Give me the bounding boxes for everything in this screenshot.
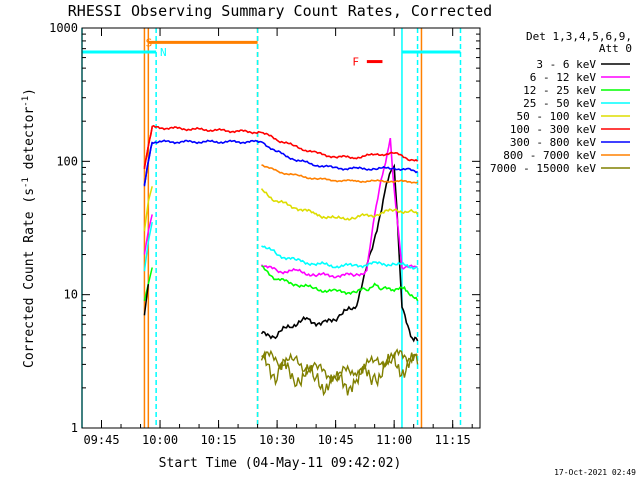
plot-marks: SN F bbox=[81, 28, 462, 428]
series-line-2 bbox=[261, 265, 419, 302]
early-spike-4 bbox=[143, 214, 153, 255]
legend-label-1: 6 - 12 keV bbox=[530, 71, 597, 84]
legend-label-8: 7000 - 15000 keV bbox=[490, 162, 596, 175]
series-line-8-band bbox=[261, 348, 418, 385]
legend-header-2: Att 0 bbox=[599, 42, 632, 55]
legend-label-4: 50 - 100 keV bbox=[517, 110, 597, 123]
legend-label-0: 3 - 6 keV bbox=[536, 58, 596, 71]
legend-label-5: 100 - 300 keV bbox=[510, 123, 596, 136]
series-line-0 bbox=[260, 163, 419, 343]
series-line-1 bbox=[260, 137, 418, 279]
series-line-4 bbox=[260, 188, 419, 221]
y-label-c: detector bbox=[22, 107, 37, 178]
legend-label-7: 800 - 7000 keV bbox=[503, 149, 596, 162]
y-tick-label-1: 10 bbox=[64, 288, 78, 302]
plot-frame bbox=[81, 27, 481, 429]
legend-label-3: 25 - 50 keV bbox=[523, 97, 596, 110]
flag-label-f: F bbox=[352, 56, 359, 69]
y-label-b: -1 bbox=[21, 177, 31, 188]
early-spike-6 bbox=[143, 284, 150, 316]
legend-label-2: 12 - 25 keV bbox=[523, 84, 596, 97]
y-axis-label: Corrected Count Rate (s-1 detector-1) bbox=[21, 88, 37, 368]
series-line-6 bbox=[143, 139, 419, 186]
x-tick-label-4: 10:45 bbox=[318, 433, 354, 447]
y-tick-label-3: 1000 bbox=[49, 21, 78, 35]
series-line-3 bbox=[261, 245, 418, 270]
y-label-d: -1 bbox=[21, 96, 31, 107]
series-line-8 bbox=[260, 350, 419, 397]
flag-label-n: N bbox=[160, 46, 167, 59]
x-tick-label-5: 11:00 bbox=[376, 433, 412, 447]
y-tick-label-0: 1 bbox=[71, 421, 78, 435]
x-tick-label-1: 10:00 bbox=[142, 433, 178, 447]
early-spike-2 bbox=[143, 186, 153, 232]
series-line-7 bbox=[261, 164, 419, 184]
y-tick-label-2: 100 bbox=[56, 154, 78, 168]
x-tick-label-2: 10:15 bbox=[201, 433, 237, 447]
legend-header-1: Det 1,3,4,5,6,9, bbox=[526, 30, 632, 43]
x-tick-label-0: 09:45 bbox=[83, 433, 119, 447]
series-line-5 bbox=[143, 124, 419, 170]
x-tick-label-6: 11:15 bbox=[435, 433, 471, 447]
y-label-e: ) bbox=[22, 88, 37, 96]
flag-label-s: S bbox=[146, 36, 153, 49]
early-spike-3 bbox=[143, 221, 153, 272]
legend-label-6: 300 - 800 keV bbox=[510, 136, 596, 149]
chart-title: RHESSI Observing Summary Count Rates, Co… bbox=[68, 2, 492, 20]
x-tick-label-3: 10:30 bbox=[259, 433, 295, 447]
x-axis-label: Start Time (04-May-11 09:42:02) bbox=[159, 456, 402, 471]
y-label-a: Corrected Count Rate (s bbox=[22, 188, 37, 368]
timestamp: 17-Oct-2021 02:49 bbox=[554, 468, 636, 477]
axes: 09:45 10:00 10:15 10:30 10:45 11:00 11:15 1 10 10… bbox=[49, 21, 480, 447]
